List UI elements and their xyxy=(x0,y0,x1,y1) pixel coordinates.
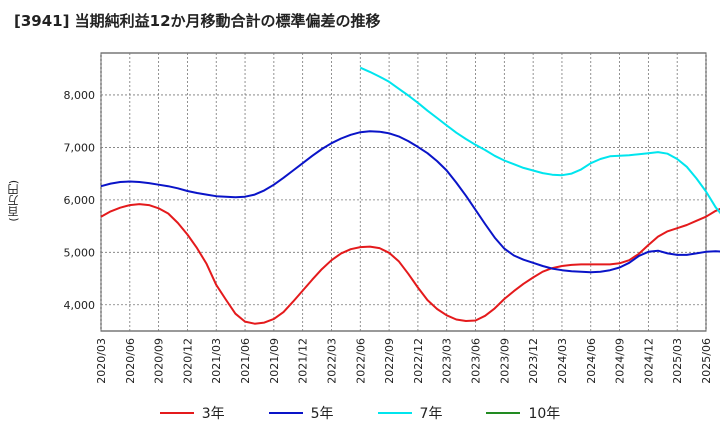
series-lines xyxy=(100,66,720,325)
x-tick-label: 2020/03 xyxy=(95,338,108,384)
x-tick-label: 2024/09 xyxy=(614,338,627,384)
legend-item: 10年 xyxy=(486,403,560,423)
legend-swatch xyxy=(159,412,194,414)
x-tick-label: 2025/06 xyxy=(700,338,713,384)
legend-item: 5年 xyxy=(268,403,334,423)
x-tick-label: 2023/09 xyxy=(498,338,511,384)
legend-label: 10年 xyxy=(528,406,561,422)
x-tick-label: 2023/12 xyxy=(527,338,540,384)
x-tick-label: 2022/06 xyxy=(354,338,367,384)
x-tick-label: 2021/12 xyxy=(297,338,310,384)
x-tick-label: 2023/03 xyxy=(441,338,454,384)
grid xyxy=(100,53,707,331)
y-tick-label: 6,000 xyxy=(64,194,96,207)
legend-swatch xyxy=(486,412,521,414)
y-tick-label: 7,000 xyxy=(64,141,96,154)
legend-label: 7年 xyxy=(419,406,443,422)
x-tick-label: 2023/06 xyxy=(470,338,483,384)
x-tick-label: 2021/09 xyxy=(268,338,281,384)
y-tick-label: 8,000 xyxy=(64,89,96,102)
legend-label: 5年 xyxy=(310,406,334,422)
x-tick-label: 2022/09 xyxy=(383,338,396,384)
legend: 3年 5年 7年 10年 xyxy=(0,403,720,423)
x-tick-label: 2020/09 xyxy=(153,338,166,384)
x-ticks: 2020/03 2020/06 2020/09 2020/12 2021/03 2021/… xyxy=(95,338,713,384)
legend-swatch xyxy=(377,412,412,414)
x-tick-label: 2021/06 xyxy=(239,338,252,384)
x-tick-label: 2024/12 xyxy=(642,338,655,384)
legend-swatch xyxy=(268,412,303,414)
x-tick-label: 2025/03 xyxy=(671,338,684,384)
legend-item: 7年 xyxy=(377,403,443,423)
series-line-7年 xyxy=(359,66,720,215)
legend-item: 3年 xyxy=(159,403,225,423)
y-ticks: 4,000 5,000 6,000 7,000 8,000 xyxy=(64,89,96,312)
x-tick-label: 2020/12 xyxy=(181,338,194,384)
chart-title: [3941] 当期純利益12か月移動合計の標準偏差の推移 xyxy=(14,12,381,30)
series-line-3年 xyxy=(100,203,720,325)
y-tick-label: 4,000 xyxy=(64,299,96,312)
x-tick-label: 2024/06 xyxy=(585,338,598,384)
x-tick-label: 2020/06 xyxy=(124,338,137,384)
legend-label: 3年 xyxy=(201,406,225,422)
x-tick-label: 2021/03 xyxy=(210,338,223,384)
x-tick-label: 2022/12 xyxy=(412,338,425,384)
series-line-5年 xyxy=(100,130,720,274)
x-tick-label: 2024/03 xyxy=(556,338,569,384)
y-tick-label: 5,000 xyxy=(64,246,96,259)
x-tick-label: 2022/03 xyxy=(325,338,338,384)
